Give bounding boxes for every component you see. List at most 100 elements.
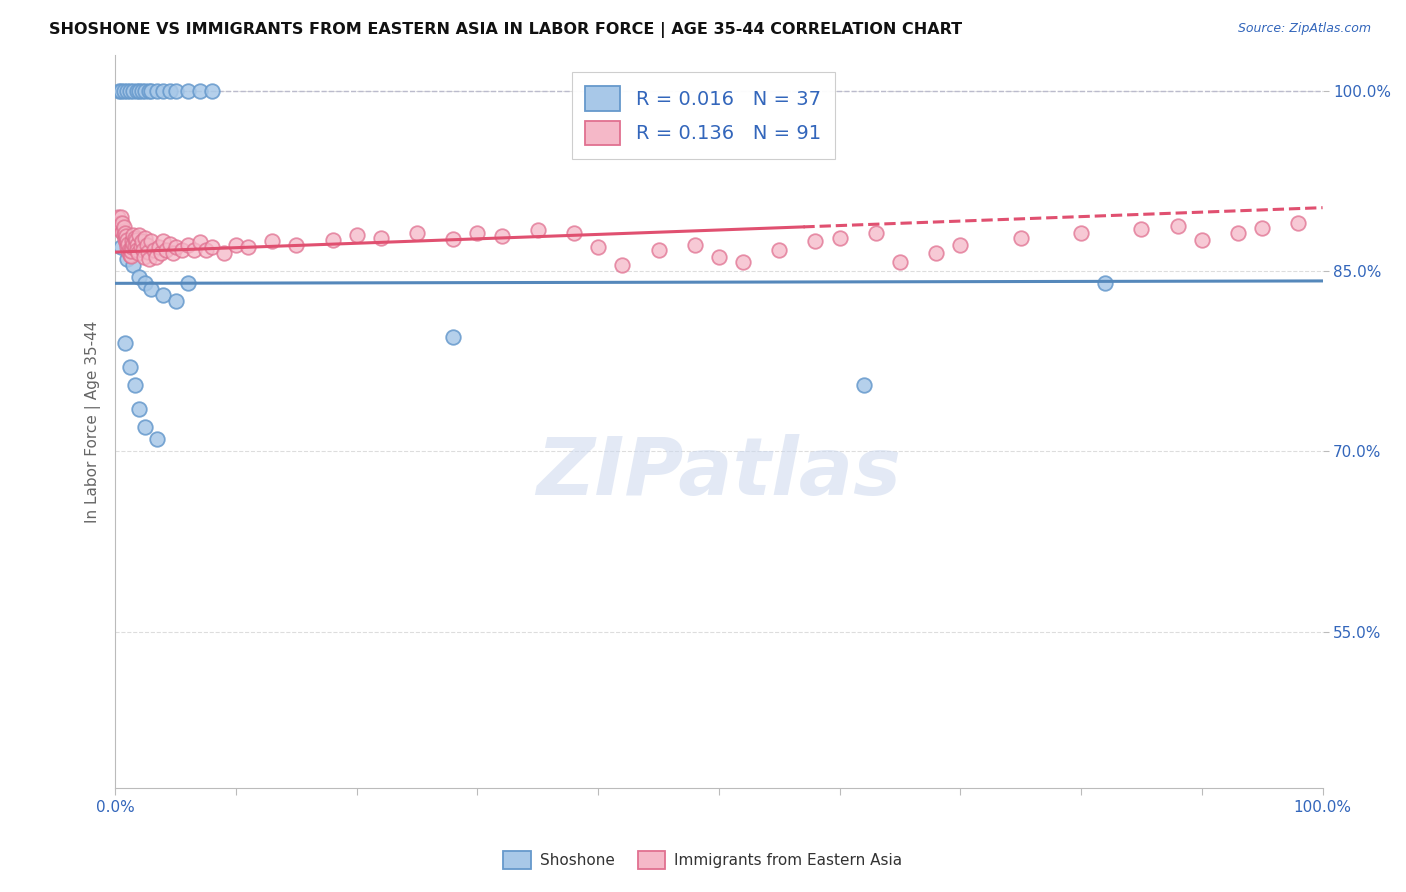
- Point: [176, 238, 198, 252]
- Point: [152, 235, 174, 249]
- Text: ZIPatlas: ZIPatlas: [536, 434, 901, 512]
- Point: [134, 84, 156, 98]
- Point: [1010, 230, 1032, 244]
- Point: [828, 230, 851, 244]
- Point: [1227, 226, 1250, 240]
- Point: [132, 243, 155, 257]
- Y-axis label: In Labor Force | Age 35-44: In Labor Force | Age 35-44: [86, 320, 101, 523]
- Point: [194, 243, 217, 257]
- Point: [117, 236, 139, 251]
- Point: [107, 211, 129, 225]
- Point: [165, 294, 187, 309]
- Point: [134, 277, 156, 291]
- Point: [111, 216, 134, 230]
- Point: [114, 232, 136, 246]
- Point: [150, 246, 173, 260]
- Point: [128, 84, 150, 98]
- Point: [125, 238, 148, 252]
- Point: [118, 360, 141, 375]
- Point: [852, 378, 875, 392]
- Point: [127, 246, 149, 260]
- Point: [138, 84, 160, 98]
- Point: [612, 258, 634, 272]
- Point: [118, 242, 141, 256]
- Legend: R = 0.016   N = 37, R = 0.136   N = 91: R = 0.016 N = 37, R = 0.136 N = 91: [572, 72, 835, 159]
- Point: [155, 243, 177, 257]
- Point: [526, 223, 548, 237]
- Point: [1070, 226, 1092, 240]
- Point: [141, 282, 163, 296]
- Point: [117, 233, 139, 247]
- Point: [124, 230, 146, 244]
- Point: [285, 238, 308, 252]
- Point: [731, 254, 754, 268]
- Point: [183, 243, 205, 257]
- Point: [125, 233, 148, 247]
- Point: [162, 246, 184, 260]
- Point: [134, 230, 156, 244]
- Point: [262, 235, 284, 249]
- Point: [1191, 233, 1213, 247]
- Point: [131, 235, 153, 249]
- Point: [117, 84, 139, 98]
- Point: [491, 229, 513, 244]
- Point: [125, 243, 148, 257]
- Point: [152, 84, 174, 98]
- Point: [115, 229, 138, 244]
- Point: [165, 240, 187, 254]
- Point: [188, 84, 211, 98]
- Point: [586, 240, 609, 254]
- Point: [146, 84, 169, 98]
- Point: [562, 226, 585, 240]
- Point: [117, 244, 139, 258]
- Point: [112, 228, 135, 243]
- Point: [201, 240, 224, 254]
- Point: [108, 222, 131, 236]
- Point: [236, 240, 259, 254]
- Point: [120, 249, 142, 263]
- Point: [108, 216, 131, 230]
- Point: [115, 235, 138, 250]
- Point: [148, 240, 170, 254]
- Point: [441, 330, 464, 344]
- Point: [159, 236, 181, 251]
- Point: [322, 233, 344, 247]
- Point: [108, 84, 131, 98]
- Point: [467, 226, 489, 240]
- Point: [683, 238, 706, 252]
- Text: Source: ZipAtlas.com: Source: ZipAtlas.com: [1237, 22, 1371, 36]
- Point: [122, 228, 145, 243]
- Point: [176, 84, 198, 98]
- Point: [112, 84, 135, 98]
- Point: [128, 270, 150, 285]
- Point: [120, 244, 142, 258]
- Point: [441, 232, 464, 246]
- Point: [117, 240, 139, 254]
- Point: [110, 240, 132, 254]
- Point: [146, 433, 169, 447]
- Point: [124, 239, 146, 253]
- Point: [129, 240, 152, 254]
- Point: [170, 243, 193, 257]
- Point: [925, 246, 948, 260]
- Point: [1251, 221, 1274, 235]
- Point: [118, 247, 141, 261]
- Point: [406, 226, 429, 240]
- Text: SHOSHONE VS IMMIGRANTS FROM EASTERN ASIA IN LABOR FORCE | AGE 35-44 CORRELATION : SHOSHONE VS IMMIGRANTS FROM EASTERN ASIA…: [49, 22, 962, 38]
- Point: [121, 240, 143, 254]
- Point: [138, 252, 160, 267]
- Point: [136, 245, 159, 260]
- Point: [125, 84, 148, 98]
- Point: [212, 246, 235, 260]
- Point: [141, 84, 163, 98]
- Point: [176, 277, 198, 291]
- Point: [117, 252, 139, 267]
- Point: [121, 235, 143, 249]
- Point: [346, 228, 368, 243]
- Point: [1094, 277, 1116, 291]
- Point: [370, 230, 392, 244]
- Point: [165, 84, 187, 98]
- Point: [122, 84, 145, 98]
- Point: [152, 288, 174, 302]
- Point: [768, 243, 790, 257]
